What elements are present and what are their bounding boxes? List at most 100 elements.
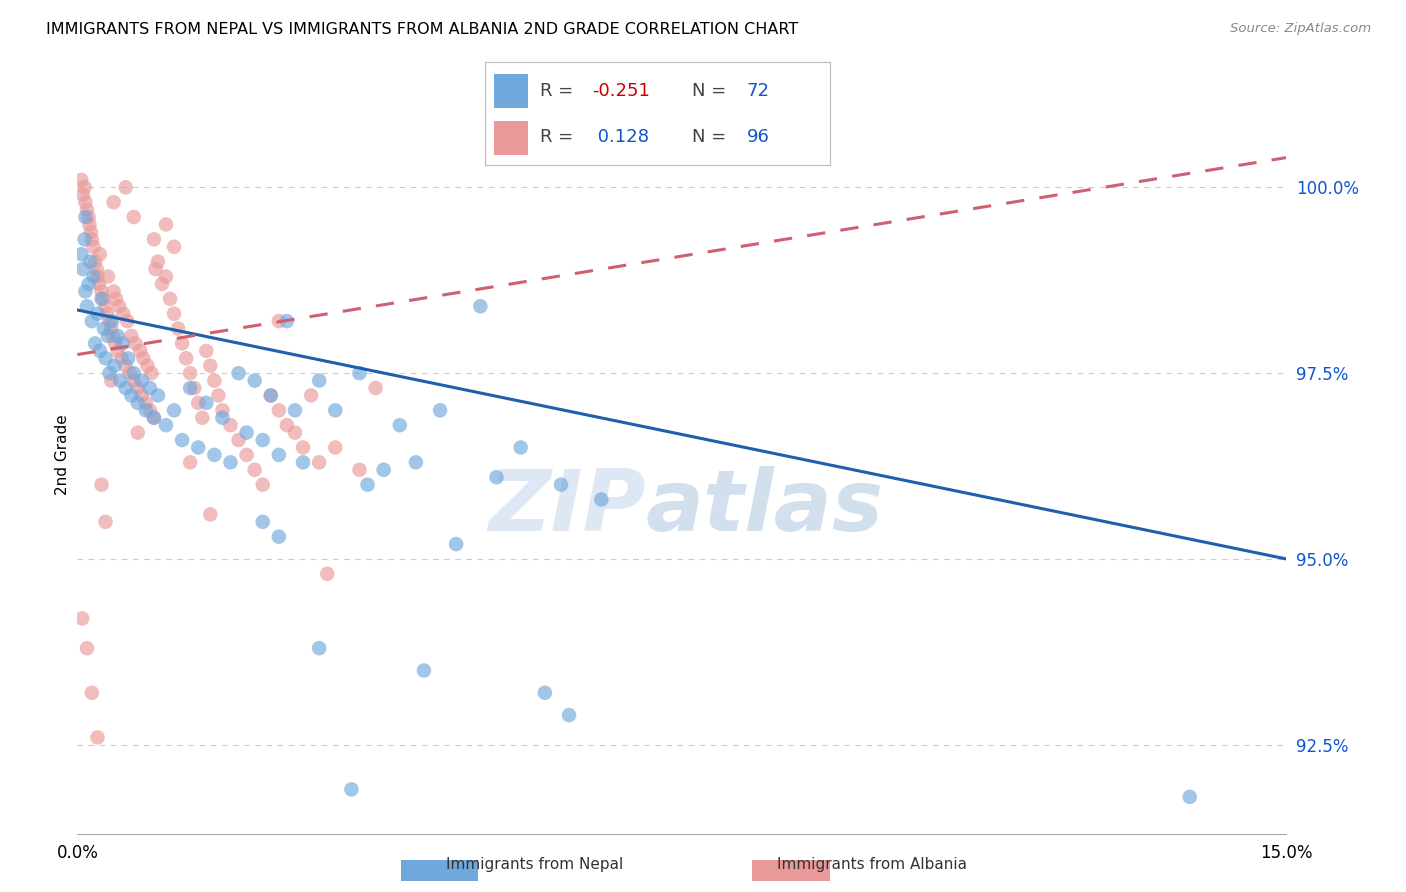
- Point: [202, 374, 225, 388]
- Point: [80, 686, 103, 700]
- Point: [373, 463, 395, 477]
- Point: [429, 403, 451, 417]
- Text: 96: 96: [747, 128, 769, 145]
- Point: [228, 433, 250, 447]
- Text: IMMIGRANTS FROM NEPAL VS IMMIGRANTS FROM ALBANIA 2ND GRADE CORRELATION CHART: IMMIGRANTS FROM NEPAL VS IMMIGRANTS FROM…: [46, 22, 799, 37]
- Point: [155, 218, 177, 232]
- Point: [228, 366, 250, 380]
- Point: [159, 292, 181, 306]
- Point: [252, 433, 274, 447]
- Point: [75, 210, 97, 224]
- Point: [122, 210, 145, 224]
- Point: [276, 314, 298, 328]
- Point: [405, 455, 427, 469]
- Point: [200, 359, 222, 373]
- Point: [120, 388, 142, 402]
- Point: [97, 329, 120, 343]
- Point: [127, 425, 149, 440]
- Point: [191, 410, 214, 425]
- Point: [80, 232, 103, 246]
- Point: [219, 418, 242, 433]
- Text: atlas: atlas: [645, 467, 884, 549]
- Point: [122, 366, 145, 380]
- Point: [135, 403, 157, 417]
- Point: [76, 641, 98, 656]
- Point: [129, 343, 152, 358]
- Point: [101, 329, 124, 343]
- Point: [117, 314, 139, 328]
- Y-axis label: 2nd Grade: 2nd Grade: [55, 415, 70, 495]
- Point: [135, 396, 157, 410]
- Point: [243, 463, 266, 477]
- Point: [211, 410, 233, 425]
- Point: [79, 218, 101, 232]
- Point: [111, 351, 134, 366]
- Point: [485, 470, 508, 484]
- Point: [179, 455, 201, 469]
- Point: [323, 403, 346, 417]
- Text: -0.251: -0.251: [592, 82, 650, 100]
- Point: [100, 374, 122, 388]
- Point: [187, 396, 209, 410]
- Point: [1178, 789, 1201, 804]
- Point: [591, 492, 613, 507]
- Point: [131, 374, 153, 388]
- Point: [243, 374, 266, 388]
- Point: [534, 686, 557, 700]
- Point: [103, 285, 125, 299]
- Point: [84, 336, 107, 351]
- Point: [89, 343, 111, 358]
- Point: [70, 611, 93, 625]
- Point: [179, 381, 201, 395]
- Point: [364, 381, 387, 395]
- Point: [187, 441, 209, 455]
- Point: [127, 381, 149, 395]
- Point: [94, 351, 117, 366]
- Point: [72, 262, 94, 277]
- Point: [163, 403, 186, 417]
- Point: [550, 477, 572, 491]
- Point: [444, 537, 467, 551]
- Point: [267, 530, 290, 544]
- Point: [82, 240, 104, 254]
- Point: [163, 240, 186, 254]
- Point: [284, 425, 307, 440]
- Point: [340, 782, 363, 797]
- Point: [252, 477, 274, 491]
- Point: [127, 396, 149, 410]
- Point: [118, 366, 141, 380]
- Point: [90, 477, 112, 491]
- Point: [98, 366, 121, 380]
- Point: [94, 299, 117, 313]
- Point: [146, 254, 169, 268]
- FancyBboxPatch shape: [494, 121, 529, 155]
- Point: [98, 314, 121, 328]
- Point: [70, 173, 93, 187]
- Point: [284, 403, 307, 417]
- Point: [108, 374, 131, 388]
- Point: [73, 180, 96, 194]
- Point: [86, 307, 108, 321]
- Point: [122, 374, 145, 388]
- Point: [70, 247, 93, 261]
- Point: [183, 381, 205, 395]
- Text: Immigrants from Albania: Immigrants from Albania: [776, 857, 967, 872]
- Text: N =: N =: [692, 128, 731, 145]
- Point: [155, 418, 177, 433]
- Point: [111, 336, 134, 351]
- Point: [90, 292, 112, 306]
- Point: [76, 299, 98, 313]
- Point: [413, 664, 436, 678]
- FancyBboxPatch shape: [494, 74, 529, 108]
- Point: [94, 515, 117, 529]
- Point: [75, 285, 97, 299]
- Point: [172, 433, 194, 447]
- Point: [267, 314, 290, 328]
- Point: [91, 292, 114, 306]
- Point: [356, 477, 378, 491]
- Point: [89, 247, 111, 261]
- Point: [267, 448, 290, 462]
- Point: [207, 388, 229, 402]
- Point: [323, 441, 346, 455]
- Point: [114, 359, 136, 373]
